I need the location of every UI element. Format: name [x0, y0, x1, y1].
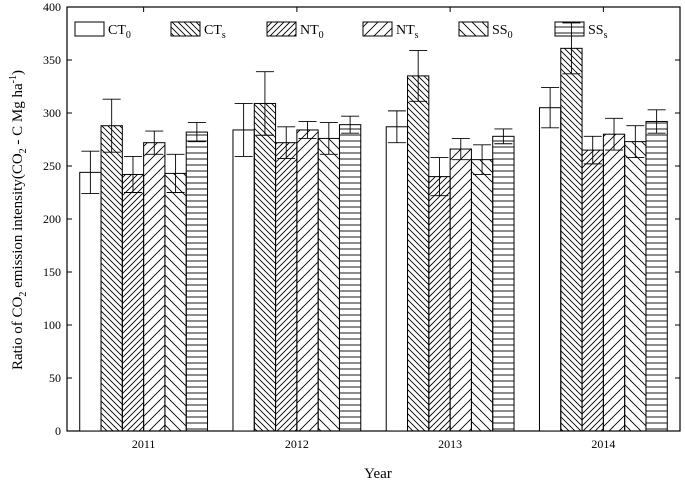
- x-tick-label: 2011: [132, 437, 156, 451]
- bar: [253, 102, 277, 432]
- bar: [275, 142, 298, 432]
- legend: CT0 CTs NT0 NTs SS0 SSs: [74, 21, 608, 41]
- y-axis-title-sub-2: 2: [18, 148, 29, 153]
- y-tick-label: 50: [49, 371, 61, 385]
- bar: [296, 129, 319, 432]
- y-axis-title-sup: -1: [8, 75, 19, 83]
- legend-swatch: [74, 21, 105, 37]
- x-tick-label: 2013: [438, 437, 462, 451]
- y-axis-title-part-a: Ratio of CO: [10, 297, 26, 370]
- y-tick-label: 350: [43, 53, 61, 67]
- legend-label-main: NT: [396, 23, 415, 38]
- legend-label: NTs: [396, 23, 419, 41]
- x-tick-label: 2014: [591, 437, 615, 451]
- bar: [143, 142, 166, 432]
- legend-label-main: NT: [300, 23, 319, 38]
- legend-swatch: [458, 21, 489, 37]
- legend-label-sub: 0: [319, 30, 324, 41]
- bar: [232, 129, 255, 432]
- axes-group: 0 50 100 150 200 250 300 350 400 2011 2012 2013 2014: [43, 0, 680, 451]
- legend-label: SS0: [492, 23, 513, 41]
- legend-label-main: CT: [108, 23, 126, 38]
- bar: [338, 124, 362, 432]
- bar: [538, 107, 562, 432]
- bars-group: [79, 22, 668, 432]
- bar: [100, 125, 123, 432]
- bar: [470, 159, 494, 432]
- bar: [164, 172, 187, 432]
- legend-label-sub: 0: [508, 30, 513, 41]
- x-axis-title: Year: [364, 466, 392, 480]
- legend-swatch: [362, 21, 393, 37]
- legend-label: SSs: [588, 23, 608, 41]
- y-axis-title-part-b: emission intensity(CO: [10, 153, 26, 292]
- bar: [581, 149, 604, 432]
- bar: [492, 135, 515, 432]
- legend-label: CTs: [204, 23, 226, 41]
- y-tick-label: 250: [43, 159, 61, 173]
- legend-swatch: [170, 21, 201, 37]
- bar: [407, 75, 430, 432]
- x-tick-label: 2012: [285, 437, 309, 451]
- y-tick-label: 300: [43, 106, 61, 120]
- bar: [317, 137, 340, 432]
- bar: [645, 120, 668, 432]
- y-tick-label: 100: [43, 318, 61, 332]
- legend-swatch: [266, 21, 297, 37]
- legend-label-main: CT: [204, 23, 222, 38]
- legend-label-sub: 0: [126, 30, 131, 41]
- bar: [385, 126, 409, 432]
- y-axis-title-sub-1: 2: [18, 292, 29, 297]
- bar: [79, 171, 102, 432]
- y-tick-label: 400: [43, 0, 61, 14]
- bar: [602, 133, 626, 432]
- bar: [560, 47, 583, 432]
- legend-label-main: SS: [588, 23, 604, 38]
- bar: [624, 141, 647, 432]
- bar: [428, 176, 451, 432]
- y-axis-title-part-d: ): [10, 70, 26, 75]
- y-tick-label: 0: [55, 424, 61, 438]
- legend-label-sub: s: [604, 30, 608, 41]
- legend-label-sub: s: [222, 30, 226, 41]
- y-axis-title: Ratio of CO2 emission intensity(CO2 - C …: [8, 70, 29, 370]
- legend-label-sub: s: [415, 30, 419, 41]
- legend-label-main: SS: [492, 23, 508, 38]
- bar: [185, 131, 209, 432]
- y-axis-title-part-c: - C Mg ha: [10, 83, 26, 148]
- legend-swatch: [554, 21, 585, 37]
- legend-label: CT0: [108, 23, 131, 41]
- bar: [449, 148, 472, 432]
- bar: [121, 173, 145, 432]
- y-tick-label: 200: [43, 212, 61, 226]
- y-tick-label: 150: [43, 265, 61, 279]
- legend-label: NT0: [300, 23, 324, 41]
